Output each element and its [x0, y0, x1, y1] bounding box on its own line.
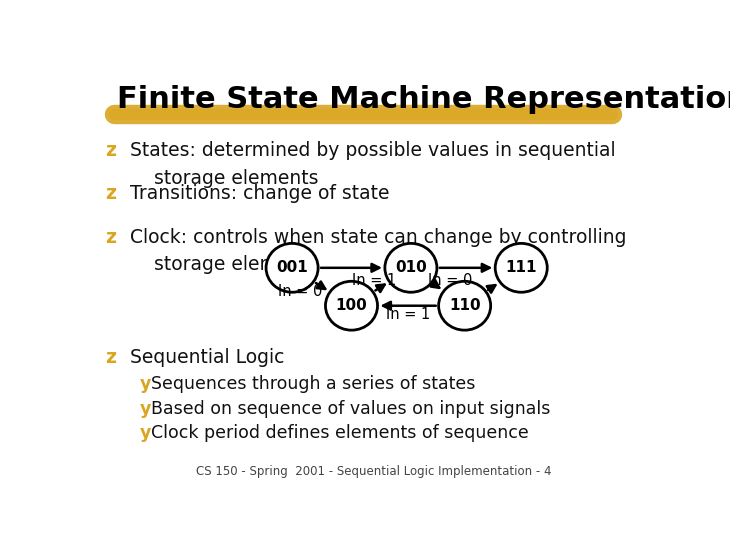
FancyArrowPatch shape	[321, 264, 380, 272]
Text: 111: 111	[505, 260, 537, 275]
Text: In = 1: In = 1	[352, 273, 396, 288]
Text: storage elements: storage elements	[130, 255, 318, 274]
Text: y: y	[139, 424, 150, 442]
Text: 110: 110	[449, 298, 480, 313]
Text: Clock period defines elements of sequence: Clock period defines elements of sequenc…	[150, 424, 529, 442]
Text: 100: 100	[336, 298, 367, 313]
Ellipse shape	[439, 281, 491, 330]
Text: z: z	[105, 348, 116, 367]
Text: z: z	[105, 184, 116, 202]
FancyArrowPatch shape	[439, 264, 490, 272]
Text: 010: 010	[395, 260, 427, 275]
FancyArrowPatch shape	[316, 282, 326, 289]
Text: y: y	[139, 375, 150, 393]
Ellipse shape	[385, 243, 437, 292]
FancyArrowPatch shape	[383, 302, 436, 310]
Text: z: z	[105, 228, 116, 247]
FancyArrowPatch shape	[431, 280, 439, 288]
Text: 001: 001	[276, 260, 308, 275]
Text: Finite State Machine Representations: Finite State Machine Representations	[117, 85, 730, 114]
Text: Clock: controls when state can change by controlling: Clock: controls when state can change by…	[130, 228, 626, 247]
Text: CS 150 - Spring  2001 - Sequential Logic Implementation - 4: CS 150 - Spring 2001 - Sequential Logic …	[196, 464, 552, 478]
Text: Based on sequence of values on input signals: Based on sequence of values on input sig…	[150, 400, 550, 418]
Text: z: z	[105, 142, 116, 160]
Text: In = 1: In = 1	[386, 307, 430, 323]
Text: In = 0: In = 0	[429, 273, 473, 288]
Text: storage elements: storage elements	[130, 169, 318, 188]
Ellipse shape	[495, 243, 548, 292]
Text: Sequences through a series of states: Sequences through a series of states	[150, 375, 475, 393]
Text: y: y	[139, 400, 150, 418]
Text: Transitions: change of state: Transitions: change of state	[130, 184, 389, 202]
Ellipse shape	[266, 243, 318, 292]
Text: In = 0: In = 0	[278, 284, 323, 299]
FancyArrowPatch shape	[375, 284, 385, 292]
Text: Sequential Logic: Sequential Logic	[130, 348, 284, 367]
FancyArrowPatch shape	[487, 285, 496, 293]
Text: States: determined by possible values in sequential: States: determined by possible values in…	[130, 142, 615, 160]
Ellipse shape	[326, 281, 377, 330]
